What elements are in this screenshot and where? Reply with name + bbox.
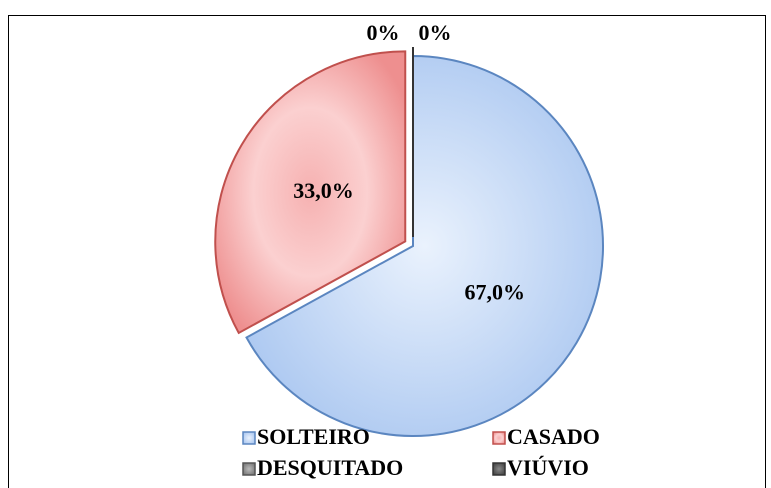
data-label: 0% [419, 20, 452, 45]
legend-label: DESQUITADO [257, 455, 403, 480]
legend-label: SOLTEIRO [257, 424, 370, 449]
legend-label: CASADO [507, 424, 600, 449]
pie-slice [214, 50, 407, 335]
data-label: 33,0% [293, 178, 354, 203]
legend-swatch [492, 431, 506, 445]
legend-label: VIÚVIO [507, 455, 589, 480]
pie-slice [245, 54, 604, 437]
legend-swatch [242, 462, 256, 476]
legend-swatch [242, 431, 256, 445]
data-label: 0% [367, 20, 400, 45]
data-label: 67,0% [465, 279, 526, 304]
legend-swatch [492, 462, 506, 476]
